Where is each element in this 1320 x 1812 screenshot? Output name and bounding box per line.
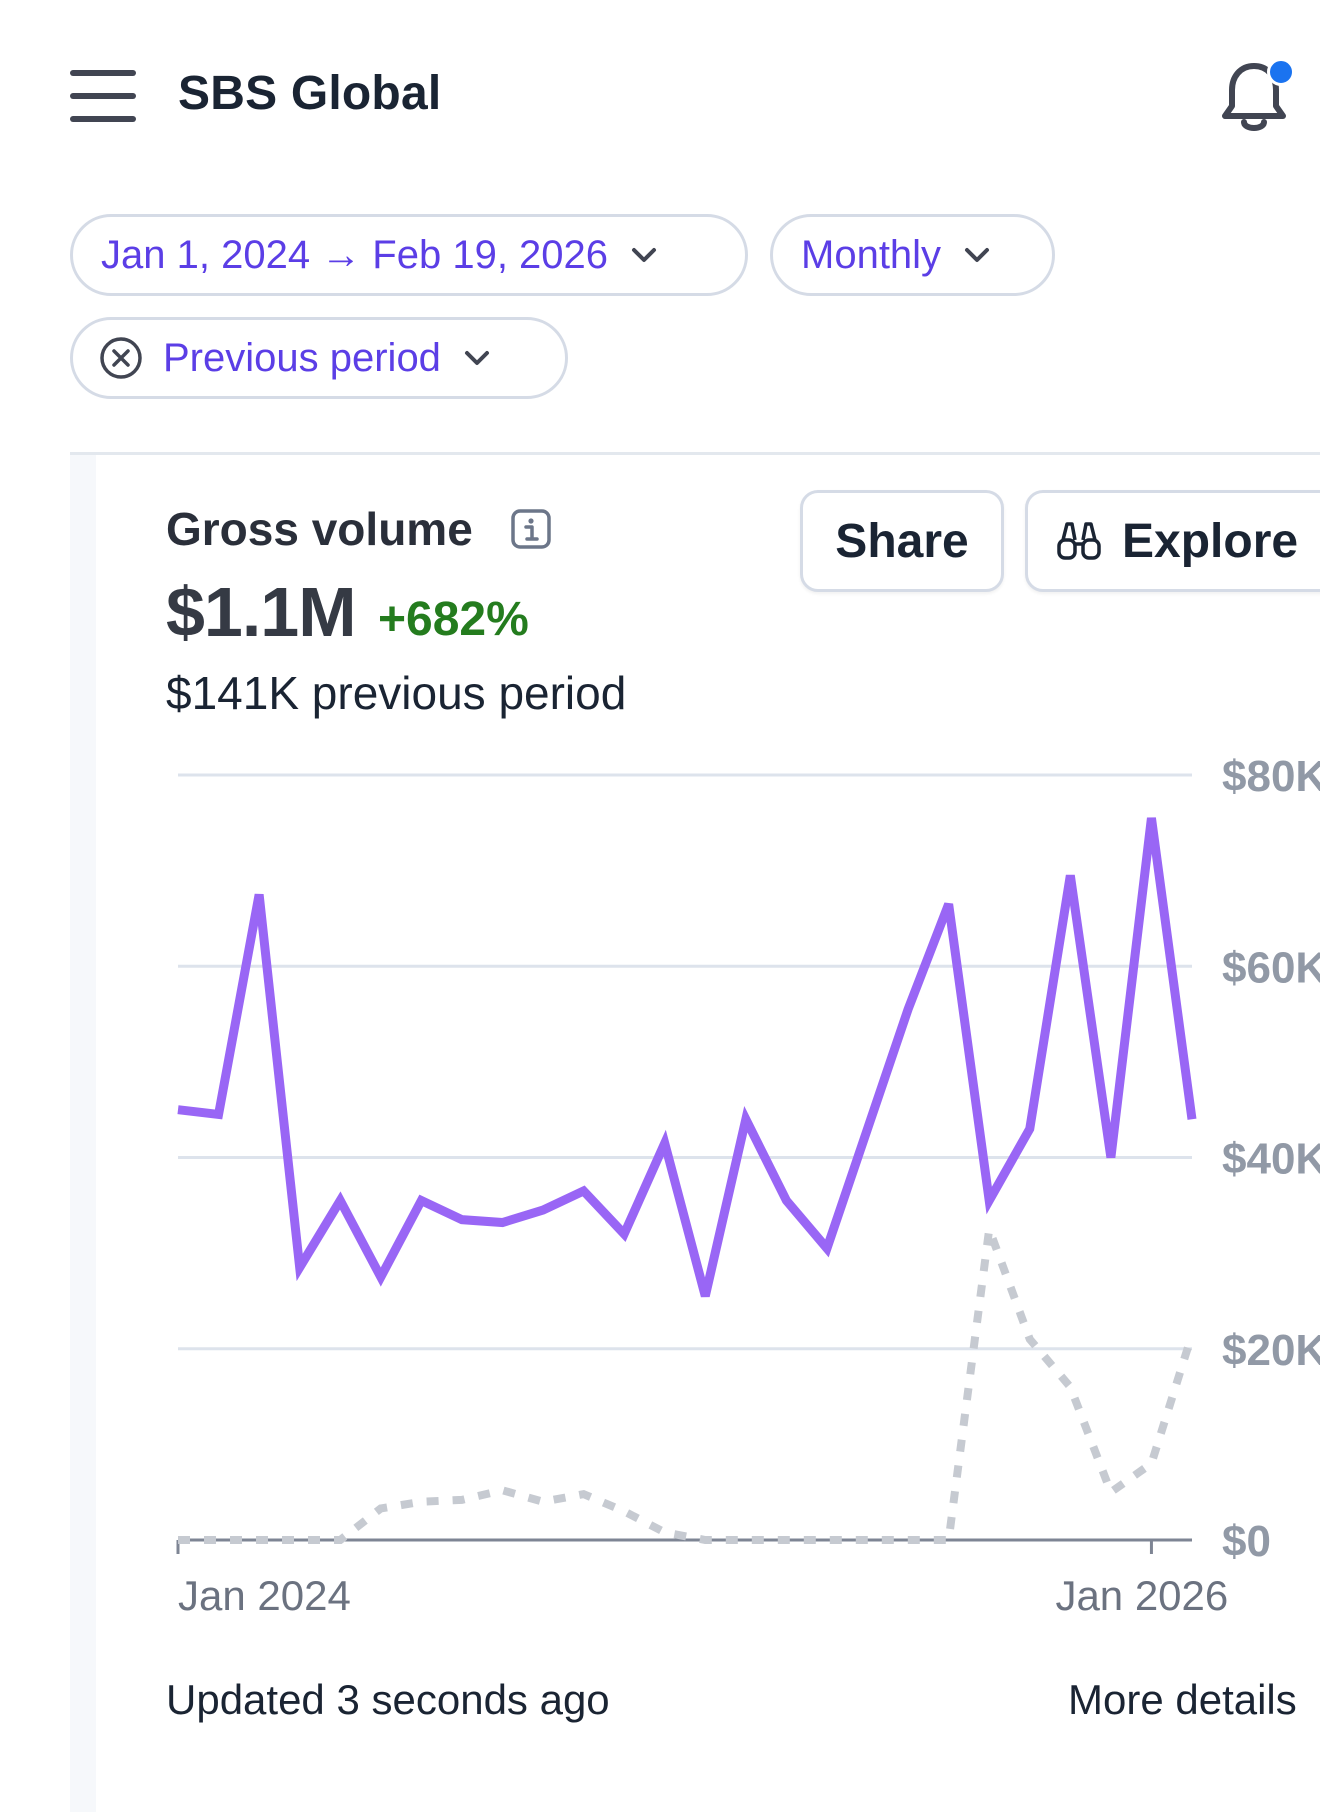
y-tick-label: $80K bbox=[1222, 752, 1320, 801]
interval-label: Monthly bbox=[801, 232, 942, 277]
chevron-down-icon bbox=[632, 248, 657, 262]
clear-circle-icon[interactable] bbox=[99, 336, 143, 380]
previous-period-value: $141K previous period bbox=[166, 667, 627, 719]
gross-volume-chart: $0 $20K $40K $60K $80K Jan 2024 Jan 2026 bbox=[176, 752, 1320, 1619]
explore-button-label: Explore bbox=[1122, 514, 1299, 568]
card-side-panel bbox=[70, 455, 96, 1812]
y-tick-label: $20K bbox=[1222, 1326, 1320, 1375]
interval-filter[interactable]: Monthly bbox=[770, 214, 1055, 296]
y-tick-label: $40K bbox=[1222, 1135, 1320, 1184]
metric-value: $1.1M bbox=[166, 573, 357, 651]
explore-button[interactable]: Explore bbox=[1025, 490, 1320, 592]
chevron-down-icon bbox=[464, 351, 489, 365]
last-updated-text: Updated 3 seconds ago bbox=[166, 1676, 610, 1723]
y-tick-label: $60K bbox=[1222, 943, 1320, 992]
metric-change-badge: +682% bbox=[378, 593, 529, 646]
card-top-border bbox=[70, 452, 1320, 455]
x-tick-label: Jan 2026 bbox=[1055, 1572, 1228, 1619]
top-bar: SBS Global bbox=[0, 0, 1320, 180]
share-button-label: Share bbox=[835, 514, 969, 568]
previous-period-line bbox=[178, 1227, 1196, 1544]
share-button[interactable]: Share bbox=[800, 490, 1004, 592]
menu-icon[interactable] bbox=[70, 70, 136, 122]
more-details-link[interactable]: More details bbox=[1068, 1676, 1297, 1723]
info-icon[interactable] bbox=[510, 508, 552, 550]
date-range-label: Jan 1, 2024 → Feb 19, 2026 bbox=[101, 232, 609, 277]
notification-dot bbox=[1267, 58, 1295, 86]
chevron-down-icon bbox=[965, 248, 990, 262]
y-tick-label: $0 bbox=[1222, 1517, 1271, 1566]
metric-title: Gross volume bbox=[166, 503, 473, 555]
date-range-filter[interactable]: Jan 1, 2024 → Feb 19, 2026 bbox=[70, 214, 748, 296]
account-title: SBS Global bbox=[178, 67, 442, 120]
x-tick-label: Jan 2024 bbox=[178, 1572, 351, 1619]
comparison-label: Previous period bbox=[163, 335, 441, 380]
current-period-line bbox=[177, 817, 1197, 1298]
comparison-filter[interactable]: Previous period bbox=[70, 317, 568, 399]
binoculars-icon bbox=[1057, 522, 1101, 560]
